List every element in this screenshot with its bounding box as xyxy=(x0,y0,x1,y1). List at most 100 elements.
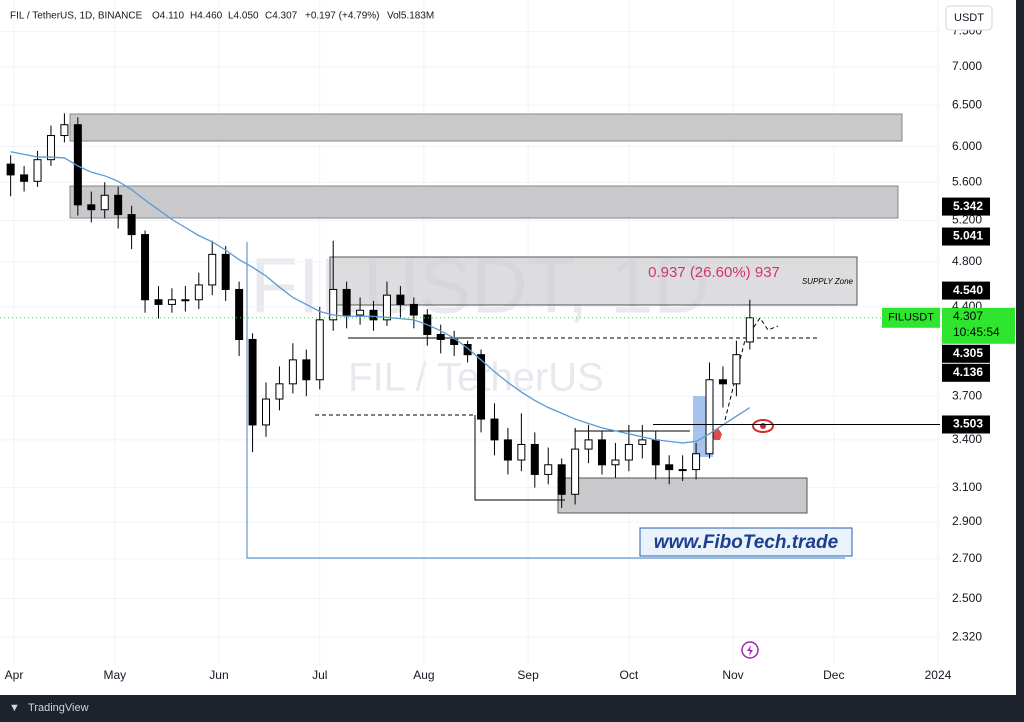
header-high: H4.460 xyxy=(190,11,223,22)
price-label-box xyxy=(942,344,990,363)
candle-body xyxy=(315,319,324,381)
last-price-box xyxy=(942,307,1015,344)
candle-body xyxy=(571,448,580,495)
candle-body xyxy=(100,194,109,211)
site-label: www.FiboTech.trade xyxy=(654,532,839,553)
candle-body xyxy=(33,159,42,182)
footer-logo: ▼ xyxy=(9,702,20,714)
eye-icon xyxy=(760,423,766,429)
x-tick-label: Apr xyxy=(5,668,24,682)
currency-label: USDT xyxy=(954,12,984,24)
candle-body xyxy=(221,253,230,290)
y-tick-label: 2.320 xyxy=(952,629,982,643)
candle-body xyxy=(46,135,55,161)
y-tick-label: 3.400 xyxy=(952,432,982,446)
site-box xyxy=(639,527,853,557)
candle-body xyxy=(141,234,150,301)
x-tick-label: Aug xyxy=(413,668,434,682)
chart-background xyxy=(0,0,1016,695)
candle-body xyxy=(87,204,96,211)
candle-body xyxy=(114,194,123,216)
candle-body xyxy=(194,284,203,301)
candle-body xyxy=(262,398,271,426)
projection-path xyxy=(724,317,779,421)
last-price-countdown: 10:45:54 xyxy=(953,325,1000,339)
candle-body xyxy=(463,343,472,356)
plot-area: FILUSDT, 1D FIL / TetherUS 0.937 (26.60%… xyxy=(0,0,940,665)
candle-body xyxy=(544,464,553,475)
x-tick-label: 2024 xyxy=(925,668,952,682)
y-tick-label: 5.600 xyxy=(952,174,982,188)
price-label: 3.503 xyxy=(953,417,983,431)
price-label-box xyxy=(942,415,990,434)
candle-body xyxy=(597,439,606,466)
header-symbol: FIL / TetherUS, 1D, BINANCE xyxy=(10,11,143,22)
support-line xyxy=(474,415,565,501)
candle-body xyxy=(517,443,526,461)
candle-body xyxy=(450,338,459,345)
zone-box xyxy=(69,185,899,219)
x-tick-label: May xyxy=(103,668,126,682)
y-tick-label: 5.200 xyxy=(952,213,982,227)
last-price-symbol: FILUSDT xyxy=(888,312,934,324)
y-tick-label: 2.900 xyxy=(952,514,982,528)
y-tick-label: 6.500 xyxy=(952,97,982,111)
candle-body xyxy=(154,299,163,305)
price-label: 4.136 xyxy=(953,365,983,379)
candle-body xyxy=(20,174,29,182)
footer-brand: TradingView xyxy=(28,702,89,714)
price-label-box xyxy=(942,363,990,382)
header-low: L4.050 xyxy=(228,11,259,22)
x-tick-label: Oct xyxy=(620,668,639,682)
candle-body xyxy=(342,288,351,316)
candle-body xyxy=(60,124,69,137)
zone-box xyxy=(69,113,903,142)
candle-body xyxy=(382,294,391,321)
candle-body xyxy=(436,333,445,340)
x-tick-label: Nov xyxy=(722,668,743,682)
event-icon xyxy=(747,645,753,656)
y-tick-label: 2.500 xyxy=(952,591,982,605)
x-tick-label: Jun xyxy=(209,668,228,682)
range-line xyxy=(246,242,845,559)
price-label-box xyxy=(942,281,990,300)
candle-body xyxy=(692,453,701,471)
candle-body xyxy=(638,439,647,445)
candle-body xyxy=(718,379,727,385)
watermark-name: FIL / TetherUS xyxy=(348,356,604,400)
demand-zone xyxy=(557,477,808,514)
y-tick-label: 3.100 xyxy=(952,480,982,494)
candle-body xyxy=(208,253,217,286)
price-label-box xyxy=(942,227,990,246)
price-label-box xyxy=(942,197,990,216)
y-tick-label: 3.700 xyxy=(952,388,982,402)
y-tick-label: 2.700 xyxy=(952,551,982,565)
footer-bar xyxy=(0,695,1024,722)
header-open: O4.110 xyxy=(152,11,184,22)
candle-body xyxy=(490,418,499,441)
candle-body xyxy=(275,383,284,400)
last-price-symbol-box xyxy=(882,307,940,328)
candle-body xyxy=(329,288,338,321)
candle-body xyxy=(584,439,593,450)
candle-body xyxy=(611,459,620,466)
y-tick-label: 7.000 xyxy=(952,59,982,73)
y-tick-label: 4.800 xyxy=(952,254,982,268)
candle-body xyxy=(732,354,741,385)
candle-body xyxy=(127,214,136,236)
price-label: 5.041 xyxy=(953,229,983,243)
price-label: 5.342 xyxy=(953,199,983,213)
candle-body xyxy=(651,439,660,466)
currency-button[interactable] xyxy=(945,5,993,31)
candle-body xyxy=(6,163,15,176)
candle-body xyxy=(477,354,486,420)
header-volume: Vol5.183M xyxy=(387,11,434,22)
supply-zone xyxy=(329,256,858,306)
price-label: 4.305 xyxy=(953,346,983,360)
zone-label: SUPPLY Zone xyxy=(802,277,854,286)
candle-body xyxy=(369,309,378,321)
x-tick-label: Sep xyxy=(517,668,539,682)
candle-body xyxy=(409,303,418,316)
header-close: C4.307 xyxy=(265,11,298,22)
